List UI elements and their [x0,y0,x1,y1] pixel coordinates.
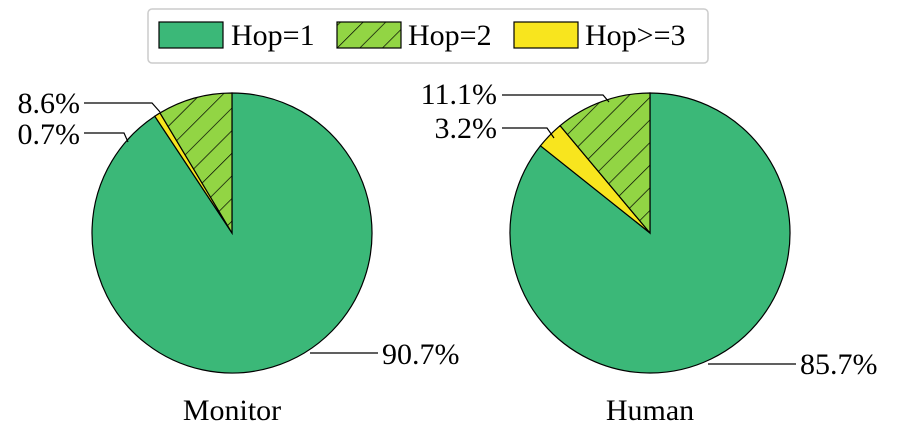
leader-line-human-hop2 [502,94,610,103]
legend-entry-hop1: Hop=1 [158,19,315,52]
pie-label-monitor-hop1: 90.7% [382,338,460,371]
pie-label-monitor-hop2: 8.6% [18,87,81,120]
legend-entry-hop3: Hop>=3 [513,19,686,52]
legend-swatch-hop2 [336,21,402,49]
legend-swatch-hop3 [513,21,579,49]
pie-label-monitor-hopge3: 0.7% [18,118,81,151]
legend-label-hop3: Hop>=3 [585,19,686,52]
pie-slice-human-hop2 [559,92,651,235]
pies-group: 90.7% 0.7%8.6% 85.7% 3.2%11.1% [18,78,878,381]
pie-slice-monitor-hop2 [159,92,233,236]
pie-human: 85.7% 3.2%11.1% [421,78,878,381]
pie-label-human-hopge3: 3.2% [435,112,498,145]
pie-title-human: Human [606,394,694,427]
legend-swatch-hop1 [158,21,224,49]
leader-line-human-hopge3 [502,127,555,139]
pie-label-human-hop1: 85.7% [800,348,878,381]
legend-entry-hop2: Hop=2 [336,19,492,52]
pie-label-human-hop2: 11.1% [421,78,497,111]
legend-label-hop2: Hop=2 [408,19,492,52]
legend: Hop=1 Hop=2 Hop>=3 [147,8,709,64]
leader-line-monitor-hop2 [84,102,161,113]
leader-line-monitor-hopge3 [84,132,129,143]
pie-monitor: 90.7% 0.7%8.6% [18,87,460,374]
pie-title-monitor: Monitor [183,394,281,427]
legend-label-hop1: Hop=1 [231,19,315,52]
